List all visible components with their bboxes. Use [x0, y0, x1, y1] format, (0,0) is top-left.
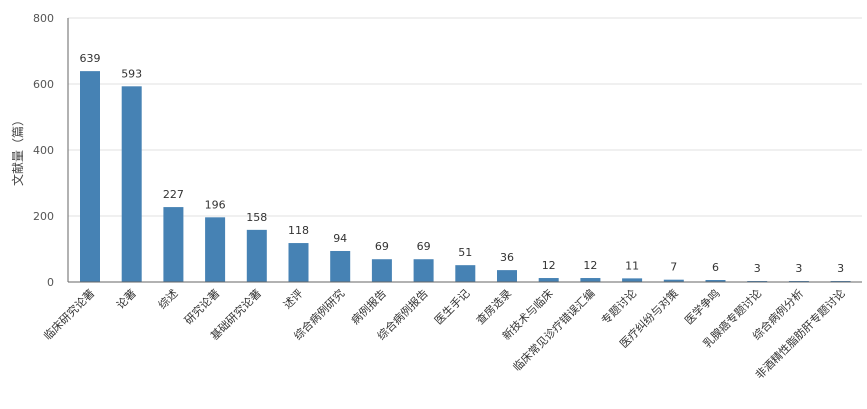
- bar: [413, 259, 434, 282]
- bar: [622, 278, 643, 282]
- bar: [538, 278, 559, 282]
- data-labels: 639 593 227 196 158 118 94 69 69 51 36 12 12 11 7 6 3 3 3: [80, 52, 845, 275]
- data-label: 3: [754, 262, 761, 275]
- category-label: 查房选录: [473, 286, 514, 327]
- data-label: 51: [458, 246, 472, 259]
- data-label: 94: [333, 232, 347, 245]
- y-tick-label: 600: [33, 78, 54, 91]
- data-label: 158: [246, 211, 267, 224]
- bar: [246, 229, 267, 282]
- y-tick-label: 800: [33, 12, 54, 25]
- y-tick-label: 400: [33, 144, 54, 157]
- data-label: 593: [121, 67, 142, 80]
- category-label: 研究论著: [181, 286, 222, 327]
- bar: [663, 279, 684, 282]
- y-tick-label: 200: [33, 210, 54, 223]
- bar: [455, 265, 476, 282]
- bar: [371, 259, 392, 282]
- category-label: 病例报告: [348, 286, 389, 327]
- data-label: 11: [625, 259, 639, 272]
- data-label: 69: [417, 240, 431, 253]
- bar: [205, 217, 226, 282]
- data-label: 3: [795, 262, 802, 275]
- data-label: 12: [583, 259, 597, 272]
- bar: [497, 270, 517, 282]
- bar: [121, 86, 142, 282]
- category-label: 临床常见诊疗错误汇编: [510, 286, 598, 374]
- category-label: 述评: [281, 287, 306, 312]
- data-label: 6: [712, 261, 719, 274]
- bar: [580, 278, 601, 282]
- category-label: 医生手记: [431, 286, 472, 327]
- data-label: 69: [375, 240, 389, 253]
- data-label: 227: [163, 188, 184, 201]
- bar: [330, 250, 351, 282]
- category-label: 综述: [155, 286, 180, 311]
- data-label: 196: [205, 198, 226, 211]
- bar: [163, 207, 184, 282]
- data-label: 118: [288, 224, 309, 237]
- grid-lines: [68, 17, 862, 217]
- bar: [705, 280, 726, 282]
- data-label: 36: [500, 251, 514, 264]
- data-label: 3: [837, 262, 844, 275]
- y-axis-ticks: 0 200 400 600 800: [33, 12, 54, 289]
- category-label: 论著: [113, 286, 138, 311]
- category-label: 专题讨论: [598, 286, 639, 327]
- data-label: 12: [542, 259, 556, 272]
- y-axis-title: 文献量（篇）: [10, 114, 25, 186]
- bar: [288, 243, 309, 282]
- y-tick-label: 0: [47, 276, 54, 289]
- category-label: 医学争鸣: [682, 286, 723, 327]
- data-label: 7: [670, 261, 677, 274]
- bar: [80, 71, 100, 282]
- category-label: 临床研究论著: [41, 286, 98, 343]
- data-label: 639: [80, 52, 101, 65]
